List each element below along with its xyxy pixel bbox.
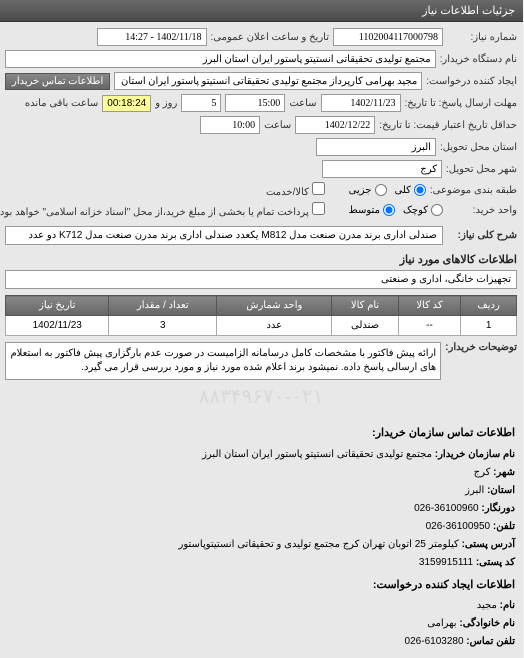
name-value: مجید [478,600,498,611]
address-label: آدرس پستی: [463,539,516,550]
page-header: جزئیات اطلاعات نیاز [0,0,524,22]
cell-row: 1 [462,316,518,336]
contact-phone-value: 6103280-026 [406,636,465,647]
name-label: نام: [501,600,516,611]
col-unit: واحد شمارش [218,296,333,316]
fax-label: دورنگار: [482,503,516,514]
validity-label: حداقل تاریخ اعتبار قیمت: تا تاریخ: [380,120,518,131]
radio-partial-label: جزیی [350,185,373,196]
postal-value: 3159915111 [420,557,474,568]
goods-table: ردیف کد کالا نام کالا واحد شمارش تعداد /… [6,295,518,336]
radio-small[interactable] [432,204,444,216]
creator-input[interactable] [115,72,423,90]
contact-section: اطلاعات تماس سازمان خریدار: نام سازمان خ… [0,419,524,658]
time-label-2: ساعت [265,120,292,131]
col-row: ردیف [462,296,518,316]
city-contact-label: شهر: [494,467,516,478]
radio-medium-label: متوسط [350,205,381,216]
goods-section-title: اطلاعات کالاهای مورد نیاز [6,253,518,266]
cell-unit: عدد [218,316,333,336]
payment-checkbox[interactable] [313,202,326,215]
announce-datetime-input[interactable] [98,28,208,46]
radio-all-label: کلی [396,185,412,196]
radio-partial[interactable] [376,184,388,196]
province-contact-label: استان: [488,485,516,496]
cell-qty: 3 [110,316,218,336]
description-box: صندلی اداری برند مدرن صنعت مدل M812 یکعد… [6,226,444,245]
validity-time-input[interactable] [201,116,261,134]
desc-label: شرح کلی نیاز: [448,230,518,241]
time-label-1: ساعت [290,98,317,109]
city-contact-value: کرج [475,467,492,478]
table-row: 1 -- صندلی عدد 3 1402/11/23 [7,316,518,336]
city-input[interactable] [323,160,443,178]
col-name: نام کالا [333,296,399,316]
deadline-date-input[interactable] [322,94,402,112]
province-contact-value: البرز [466,485,485,496]
cell-date: 1402/11/23 [7,316,110,336]
postal-label: کد پستی: [477,557,516,568]
remaining-label: ساعت باقی مانده [26,98,99,109]
contact-title: اطلاعات تماس سازمان خریدار: [8,425,516,443]
checkbox-or-label: کالا/خدمت [267,182,326,198]
creator-label: ایجاد کننده درخواست: [427,76,518,87]
province-label: استان محل تحویل: [441,142,518,153]
address-value: کیلومتر 25 اتوبان تهران کرج مجتمع تولیدی… [180,539,460,550]
phone-label: تلفن: [494,521,516,532]
unit-label: واحد خرید: [448,205,518,216]
form-content: شماره نیاز: تاریخ و ساعت اعلان عمومی: نا… [0,22,524,419]
days-remaining-input[interactable] [182,94,222,112]
radio-partial-item[interactable]: جزیی [350,184,388,196]
radio-all-item[interactable]: کلی [396,184,427,196]
countdown-timer: 00:18:24 [103,95,152,112]
cell-code: -- [399,316,462,336]
unit-radio-group: کوچک متوسط [350,204,444,216]
province-input[interactable] [317,138,437,156]
goods-service-checkbox[interactable] [313,182,326,195]
contact-phone-label: تلفن تماس: [467,636,516,647]
validity-date-input[interactable] [296,116,376,134]
city-label: شهر محل تحویل: [447,164,518,175]
creator-title: اطلاعات ایجاد کننده درخواست: [8,577,516,595]
col-qty: تعداد / مقدار [110,296,218,316]
category-box: تجهیزات خانگی، اداری و صنعتی [6,270,518,289]
contact-info-button[interactable]: اطلاعات تماس خریدار [6,73,111,90]
note-text: ارائه پیش فاکتور با مشخصات کامل درسامانه… [6,342,442,380]
radio-medium-item[interactable]: متوسط [350,204,396,216]
radio-all[interactable] [415,184,427,196]
org-label: نام سازمان خریدار: [436,449,516,460]
grouping-radio-group: کلی جزیی [350,184,427,196]
note-label: توضیحات خریدار: [446,342,518,380]
cell-name: صندلی [333,316,399,336]
deadline-label: مهلت ارسال پاسخ: تا تاریخ: [406,98,518,109]
org-value: مجتمع تولیدی تحقیقاتی انستیتو پاستور ایر… [203,449,433,460]
lastname-label: نام خانوادگی: [460,618,516,629]
buyer-org-label: نام دستگاه خریدار: [441,54,518,65]
col-code: کد کالا [399,296,462,316]
deadline-time-input[interactable] [226,94,286,112]
radio-medium[interactable] [384,204,396,216]
request-number-label: شماره نیاز: [448,32,518,43]
days-label: روز و [156,98,178,109]
watermark: ۸۸۳۴۹۶۷۰-۰۲۱ [6,380,518,413]
radio-small-item[interactable]: کوچک [404,204,444,216]
payment-note: پرداخت تمام یا بخشی از مبلغ خرید،از محل … [0,202,326,218]
announce-label: تاریخ و ساعت اعلان عمومی: [212,32,331,43]
phone-value: 36100950-026 [427,521,492,532]
fax-value: 36100960-026 [415,503,480,514]
grouping-label: طبقه بندی موضوعی: [431,185,518,196]
header-title: جزئیات اطلاعات نیاز [423,5,516,17]
buyer-org-input[interactable] [6,50,437,68]
radio-small-label: کوچک [404,205,429,216]
col-date: تاریخ نیاز [7,296,110,316]
request-number-input[interactable] [334,28,444,46]
lastname-value: بهرامی [428,618,457,629]
